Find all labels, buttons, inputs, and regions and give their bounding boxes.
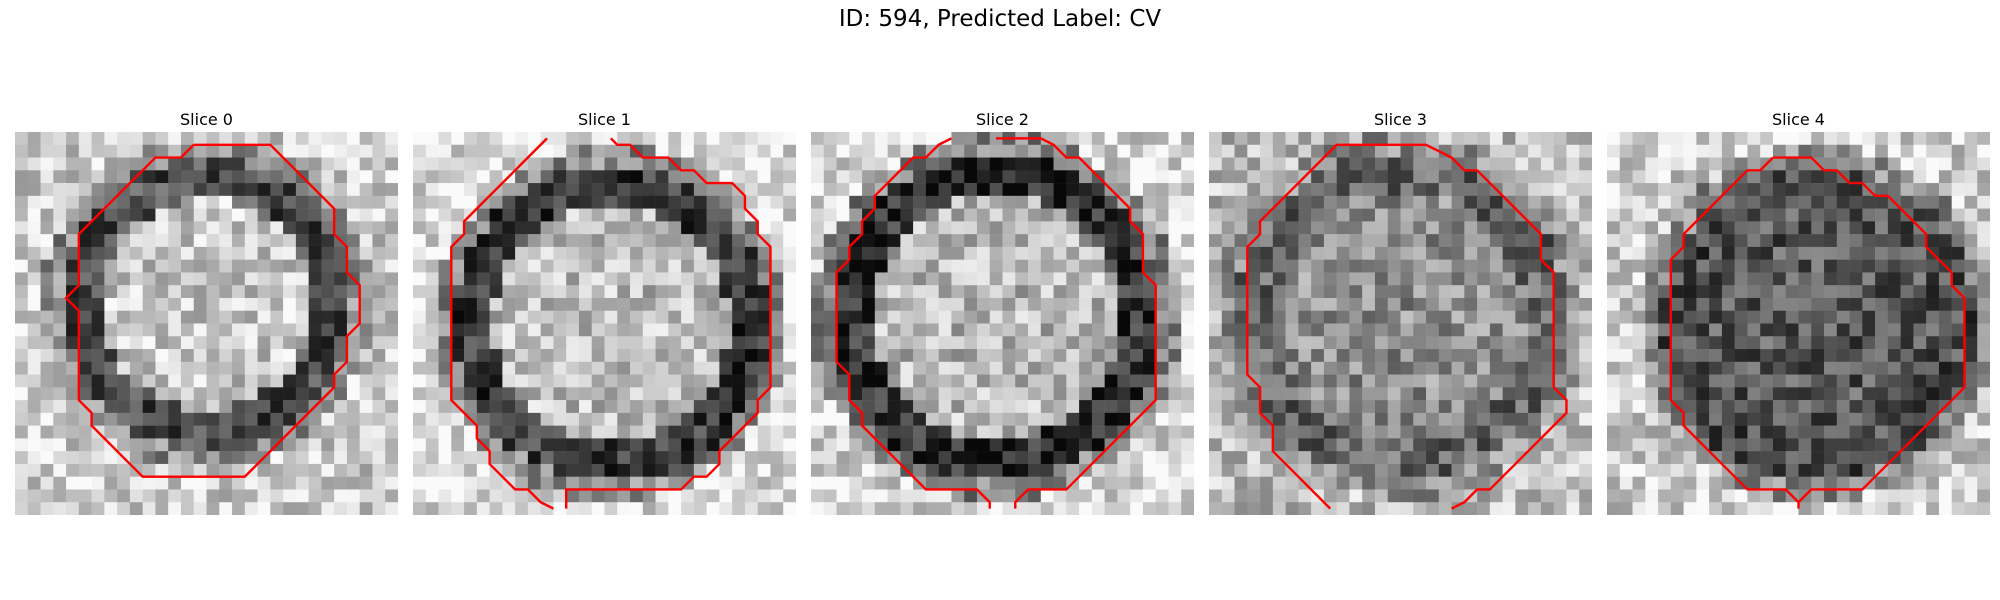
- figure-title: ID: 594, Predicted Label: CV: [838, 6, 1162, 32]
- slice-image: [15, 132, 398, 515]
- slice-panel-2: Slice 2: [811, 108, 1194, 515]
- grayscale-slice-plot: [1607, 132, 1990, 515]
- slice-image: [1607, 132, 1990, 515]
- slice-title: Slice 0: [180, 110, 233, 129]
- slice-title: Slice 2: [976, 110, 1029, 129]
- slice-title: Slice 3: [1374, 110, 1427, 129]
- slice-panel-3: Slice 3: [1209, 108, 1592, 515]
- slice-title: Slice 4: [1772, 110, 1825, 129]
- grayscale-pixels: [1209, 132, 1592, 515]
- grayscale-slice-plot: [15, 132, 398, 515]
- grayscale-slice-plot: [811, 132, 1194, 515]
- segmentation-contour-upper: [451, 138, 553, 508]
- grayscale-pixels: [15, 132, 398, 515]
- slice-image: [811, 132, 1194, 515]
- segmentation-contour-upper: [837, 138, 990, 508]
- slice-panel-1: Slice 1: [413, 108, 796, 515]
- segmentation-contour-upper: [1247, 145, 1553, 509]
- slice-image: [413, 132, 796, 515]
- segmentation-contour: [1671, 158, 1965, 509]
- grayscale-pixels: [1607, 132, 1990, 515]
- segmentation-contour-lower: [996, 138, 1156, 508]
- grayscale-pixels: [413, 132, 796, 515]
- grayscale-slice-plot: [413, 132, 796, 515]
- slice-panel-0: Slice 0: [15, 108, 398, 515]
- slice-title: Slice 1: [578, 110, 631, 129]
- segmentation-contour-lower: [1452, 387, 1567, 508]
- grayscale-pixels: [811, 132, 1194, 515]
- slice-panel-4: Slice 4: [1607, 108, 1990, 515]
- segmentation-contour-lower: [566, 138, 770, 508]
- grayscale-slice-plot: [1209, 132, 1592, 515]
- slice-image: [1209, 132, 1592, 515]
- segmentation-contour: [66, 145, 360, 477]
